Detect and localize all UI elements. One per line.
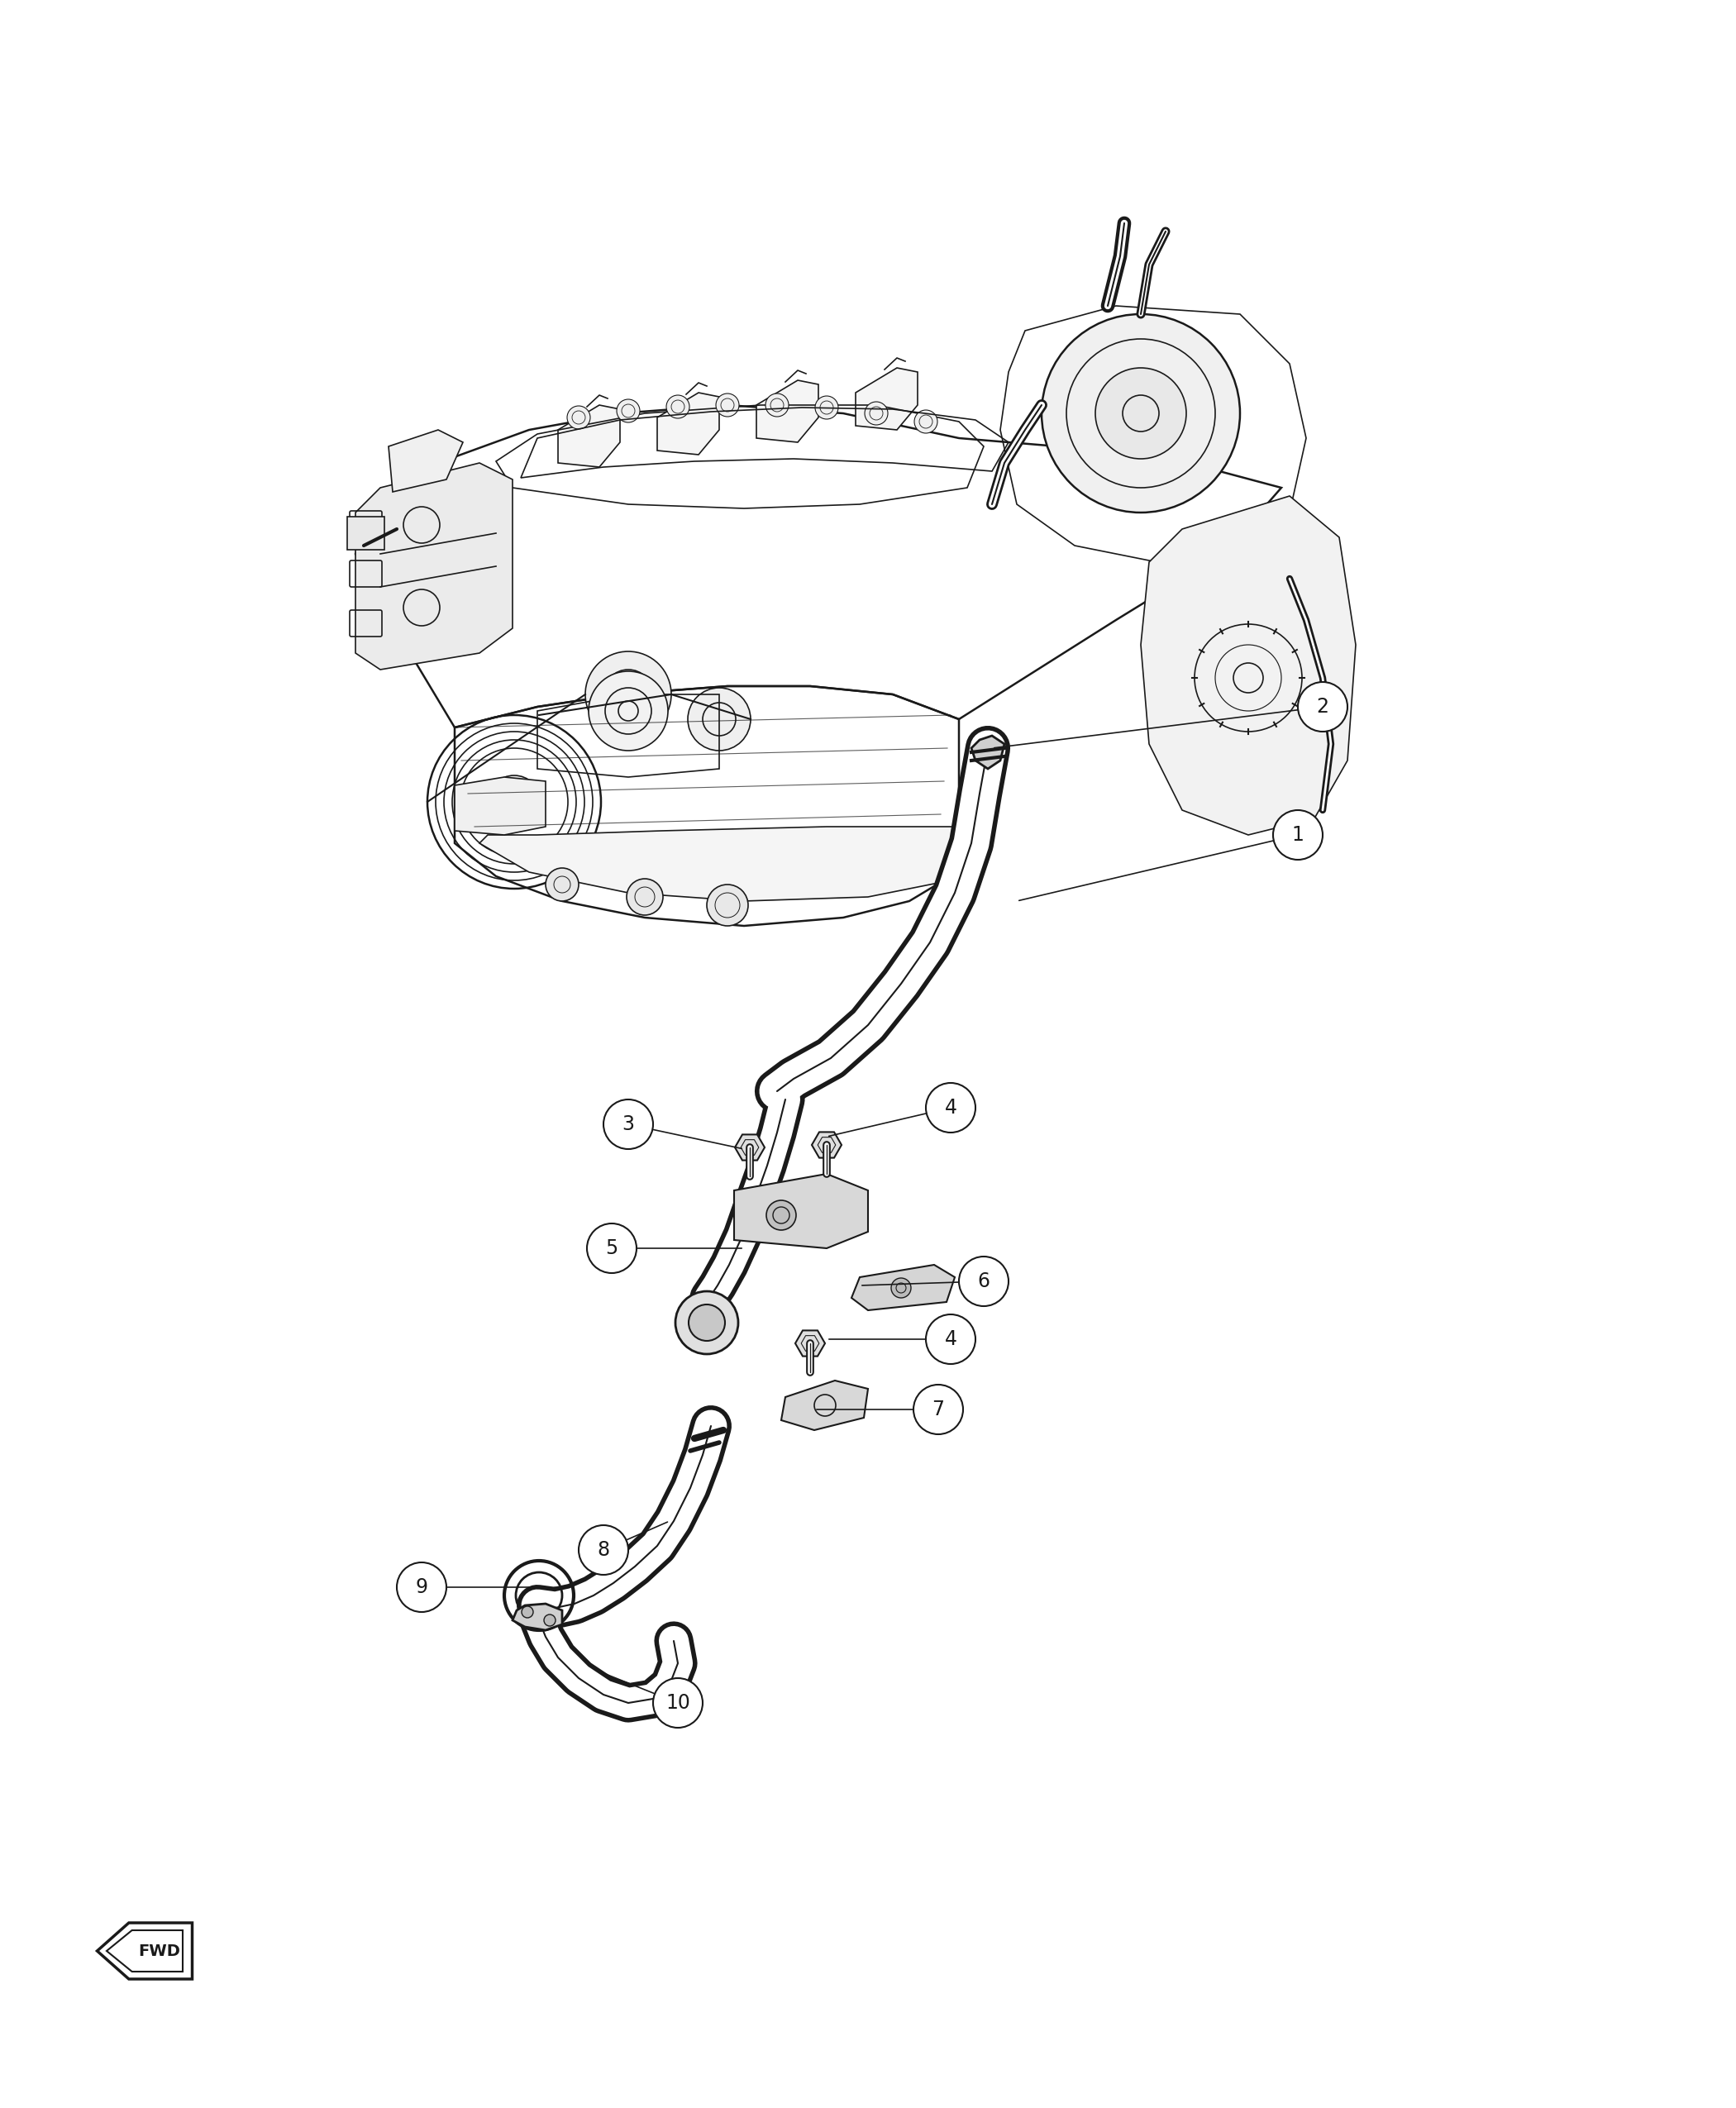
Circle shape	[1272, 809, 1323, 860]
Polygon shape	[795, 1330, 825, 1355]
Circle shape	[545, 868, 578, 900]
Circle shape	[707, 885, 748, 925]
Circle shape	[398, 1562, 446, 1613]
Polygon shape	[972, 736, 1005, 769]
Polygon shape	[851, 1265, 955, 1311]
Circle shape	[653, 1678, 703, 1729]
Circle shape	[915, 411, 937, 432]
Polygon shape	[389, 430, 464, 491]
Circle shape	[585, 651, 672, 738]
Polygon shape	[734, 1174, 868, 1248]
Circle shape	[589, 670, 668, 750]
Polygon shape	[856, 369, 918, 430]
Circle shape	[521, 1606, 533, 1617]
Circle shape	[1042, 314, 1240, 512]
Polygon shape	[658, 392, 719, 455]
Circle shape	[925, 1084, 976, 1132]
Text: 10: 10	[665, 1693, 691, 1714]
Circle shape	[766, 394, 788, 417]
Polygon shape	[557, 405, 620, 468]
Polygon shape	[781, 1381, 868, 1429]
Text: 5: 5	[606, 1237, 618, 1258]
Text: 9: 9	[415, 1577, 427, 1598]
Circle shape	[1299, 683, 1347, 731]
Circle shape	[578, 1526, 628, 1575]
Circle shape	[1095, 369, 1186, 460]
Circle shape	[958, 1256, 1009, 1307]
Circle shape	[715, 394, 740, 417]
Circle shape	[891, 1277, 911, 1299]
Circle shape	[766, 1199, 797, 1231]
Polygon shape	[734, 1134, 764, 1159]
Circle shape	[587, 1223, 637, 1273]
Circle shape	[667, 394, 689, 417]
Text: 4: 4	[944, 1098, 957, 1117]
Circle shape	[675, 1292, 738, 1353]
Polygon shape	[812, 1132, 842, 1157]
Polygon shape	[757, 379, 818, 443]
Circle shape	[627, 879, 663, 915]
Circle shape	[543, 1615, 556, 1625]
Text: 8: 8	[597, 1541, 609, 1560]
Text: 3: 3	[621, 1115, 634, 1134]
Circle shape	[604, 1100, 653, 1149]
Text: 1: 1	[1292, 824, 1304, 845]
Polygon shape	[479, 826, 976, 900]
Text: 6: 6	[977, 1271, 990, 1292]
Circle shape	[913, 1385, 963, 1433]
Circle shape	[925, 1315, 976, 1364]
Polygon shape	[356, 464, 512, 670]
Text: 7: 7	[932, 1400, 944, 1419]
Polygon shape	[512, 1604, 562, 1629]
Circle shape	[687, 687, 750, 750]
Text: 4: 4	[944, 1330, 957, 1349]
Bar	[347, 516, 384, 550]
Circle shape	[616, 398, 641, 422]
Text: 2: 2	[1316, 698, 1328, 717]
Circle shape	[816, 396, 838, 419]
Circle shape	[689, 1305, 726, 1341]
Circle shape	[568, 407, 590, 430]
Polygon shape	[455, 778, 545, 835]
Circle shape	[488, 776, 540, 828]
Text: FWD: FWD	[139, 1944, 181, 1958]
Circle shape	[865, 403, 887, 426]
Polygon shape	[1141, 495, 1356, 835]
